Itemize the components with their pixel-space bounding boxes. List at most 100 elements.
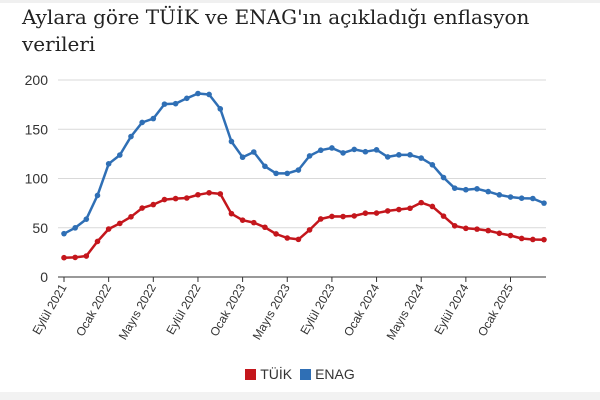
- series-line-tuik: [63, 191, 545, 259]
- data-point-tuik: [463, 225, 469, 232]
- data-point-tuik: [195, 191, 201, 198]
- y-tick-label: 0: [40, 269, 48, 285]
- data-point-enag: [262, 163, 268, 170]
- data-point-enag: [172, 100, 179, 107]
- data-point-tuik: [440, 213, 447, 219]
- data-point-tuik: [418, 199, 425, 206]
- data-point-enag: [72, 225, 78, 231]
- x-tick-label: Ocak 2024: [341, 281, 382, 339]
- x-tick-label: Ocak 2025: [475, 281, 516, 339]
- data-point-enag: [139, 119, 145, 126]
- data-point-enag: [284, 170, 291, 177]
- data-point-enag: [61, 230, 67, 237]
- data-point-enag: [463, 186, 469, 193]
- y-tick-label: 200: [25, 72, 49, 88]
- data-point-enag: [161, 101, 168, 107]
- data-point-enag: [384, 154, 391, 160]
- data-point-enag: [94, 192, 101, 199]
- x-tick-label: Eylül 2021: [29, 281, 69, 337]
- data-point-tuik: [217, 191, 224, 197]
- data-point-enag: [541, 200, 547, 206]
- data-point-tuik: [474, 226, 480, 232]
- data-point-enag: [518, 195, 525, 201]
- data-point-tuik: [541, 236, 547, 243]
- data-point-tuik: [351, 213, 358, 219]
- data-point-enag: [451, 185, 458, 191]
- data-point-tuik: [250, 219, 257, 226]
- legend-swatch-enag: [300, 368, 312, 380]
- data-point-tuik: [373, 210, 380, 216]
- data-point-enag: [485, 188, 491, 195]
- data-point-tuik: [150, 201, 157, 208]
- data-point-tuik: [139, 205, 145, 211]
- y-tick-label: 100: [25, 171, 49, 187]
- data-point-tuik: [295, 236, 302, 243]
- data-point-tuik: [530, 236, 536, 243]
- data-point-tuik: [61, 254, 67, 261]
- data-point-tuik: [262, 224, 268, 231]
- data-point-enag: [329, 145, 335, 151]
- data-point-tuik: [396, 206, 402, 213]
- x-tick-label: Mayıs 2022: [116, 281, 159, 342]
- data-point-enag: [373, 147, 380, 153]
- data-point-tuik: [239, 217, 246, 223]
- data-point-enag: [250, 149, 257, 155]
- data-point-tuik: [518, 235, 525, 242]
- data-point-tuik: [429, 203, 436, 210]
- chart-title: Aylara göre TÜİK ve ENAG'ın açıkladığı e…: [22, 5, 530, 56]
- data-point-enag: [418, 155, 425, 161]
- x-tick-label: Mayıs 2023: [250, 281, 293, 342]
- data-point-tuik: [284, 235, 291, 241]
- legend-item-enag: ENAG: [300, 366, 355, 382]
- data-point-tuik: [83, 253, 90, 259]
- data-point-enag: [239, 154, 246, 161]
- x-tick-label: Eylül 2022: [163, 281, 203, 337]
- legend-item-tuik: TÜİK: [245, 366, 292, 382]
- data-point-enag: [195, 90, 201, 97]
- data-point-tuik: [72, 254, 78, 261]
- y-tick-label: 150: [25, 121, 49, 137]
- data-point-enag: [83, 216, 90, 222]
- data-point-enag: [474, 186, 480, 192]
- data-point-enag: [340, 150, 346, 156]
- data-point-enag: [507, 194, 514, 200]
- chart-legend: TÜİK ENAG: [0, 366, 600, 382]
- data-point-enag: [295, 167, 302, 173]
- data-point-enag: [407, 152, 413, 158]
- legend-label-enag: ENAG: [315, 366, 355, 382]
- data-point-tuik: [329, 213, 335, 220]
- data-point-tuik: [128, 214, 134, 220]
- data-point-enag: [117, 152, 123, 158]
- data-point-enag: [128, 133, 134, 140]
- data-point-tuik: [362, 210, 369, 216]
- data-point-enag: [105, 161, 112, 167]
- data-point-enag: [206, 91, 212, 98]
- data-point-tuik: [161, 196, 168, 203]
- x-tick-label: Ocak 2023: [207, 281, 248, 339]
- data-point-tuik: [94, 238, 101, 245]
- legend-label-tuik: TÜİK: [260, 366, 293, 382]
- data-point-enag: [150, 115, 157, 122]
- data-point-tuik: [384, 208, 391, 214]
- bottom-rule: [0, 392, 600, 400]
- data-point-tuik: [485, 227, 491, 234]
- data-point-enag: [217, 106, 224, 112]
- data-point-tuik: [451, 222, 458, 229]
- data-point-enag: [530, 195, 536, 202]
- data-point-tuik: [228, 210, 235, 217]
- data-point-tuik: [117, 220, 123, 227]
- data-point-enag: [351, 146, 358, 153]
- data-point-tuik: [172, 195, 179, 202]
- data-point-enag: [306, 153, 313, 159]
- top-rule: [0, 0, 600, 3]
- data-point-tuik: [105, 226, 112, 232]
- y-tick-label: 50: [32, 220, 48, 236]
- data-point-enag: [183, 95, 190, 102]
- data-point-tuik: [206, 189, 212, 196]
- x-tick-label: Ocak 2022: [73, 281, 114, 339]
- x-tick-label: Eylül 2023: [297, 281, 337, 337]
- x-tick-label: Mayıs 2024: [384, 281, 427, 342]
- data-point-enag: [496, 192, 503, 198]
- data-point-tuik: [183, 195, 190, 201]
